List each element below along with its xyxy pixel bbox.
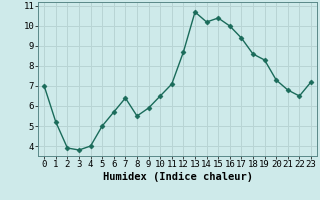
X-axis label: Humidex (Indice chaleur): Humidex (Indice chaleur) <box>103 172 252 182</box>
